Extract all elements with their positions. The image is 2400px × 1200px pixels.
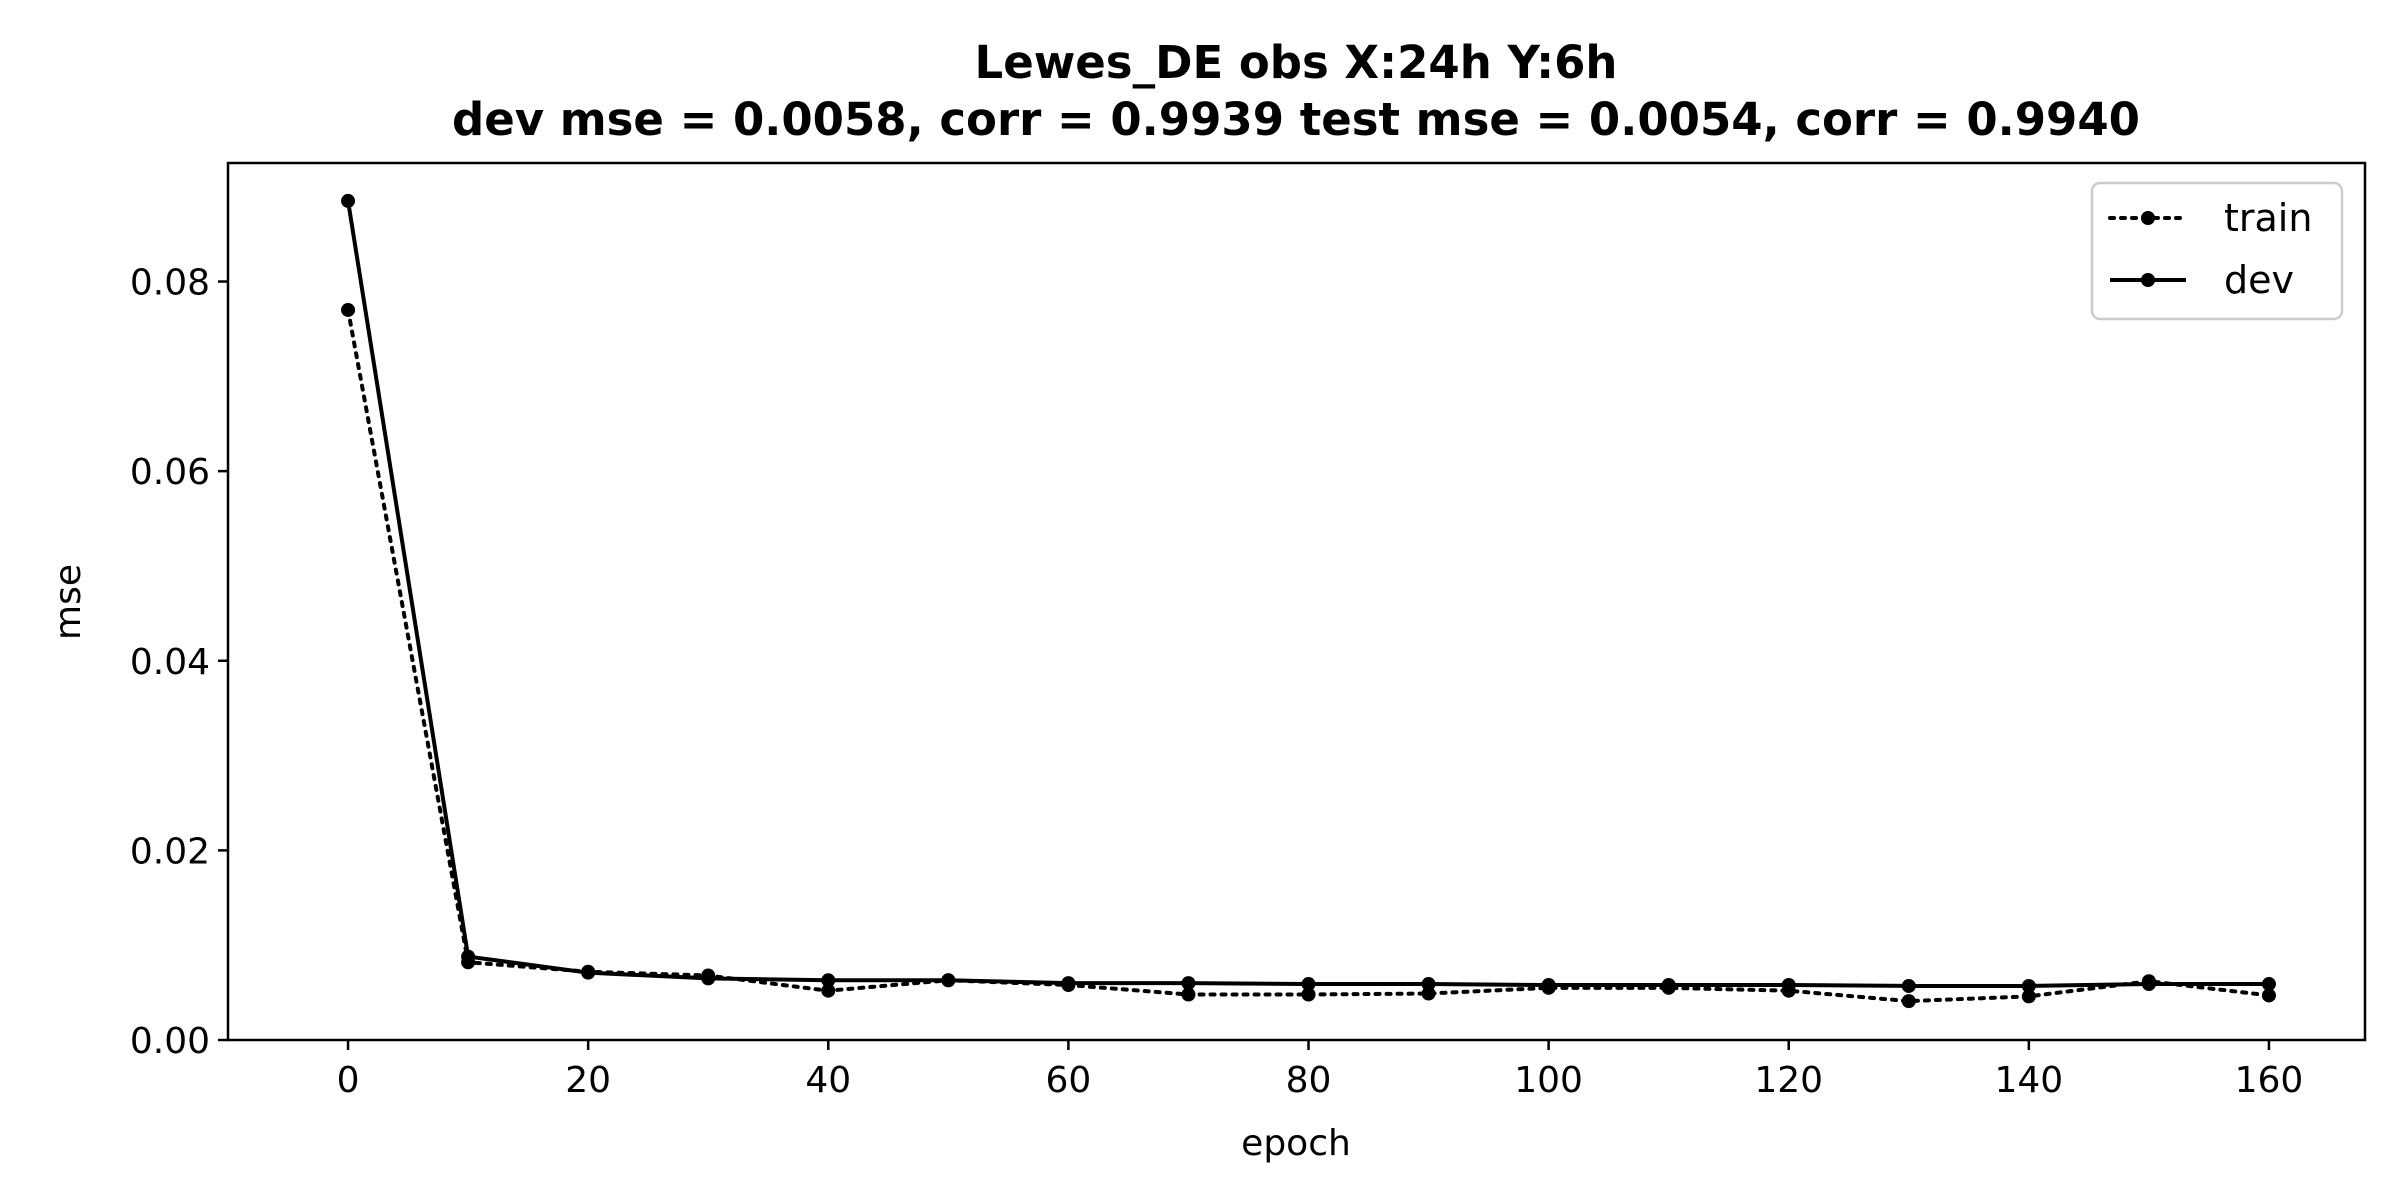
- data-point-dev: [1421, 977, 1436, 992]
- plot-frame: [226, 161, 2367, 1042]
- data-point-dev: [341, 193, 356, 208]
- legend: train dev: [2090, 181, 2344, 321]
- x-tick-label: 140: [1994, 1060, 2063, 1101]
- data-point-dev: [1781, 978, 1796, 993]
- x-tick-label: 40: [805, 1060, 851, 1101]
- plot-area: [228, 163, 2365, 1040]
- y-tick-label: 0.04: [130, 642, 210, 683]
- x-tick-label: 120: [1754, 1060, 1823, 1101]
- data-point-dev: [2021, 978, 2036, 993]
- data-point-train: [2261, 988, 2276, 1003]
- data-point-dev: [1901, 978, 1916, 993]
- data-point-train: [2021, 989, 2036, 1004]
- data-point-train: [1901, 994, 1916, 1009]
- y-tick-label: 0.08: [130, 263, 210, 304]
- legend-marker-train: [2141, 211, 2155, 225]
- data-point-dev: [1061, 976, 1076, 991]
- x-tick-label: 80: [1286, 1060, 1332, 1101]
- y-tick-label: 0.02: [130, 831, 210, 872]
- y-tick-label: 0.06: [130, 452, 210, 493]
- data-point-train: [1181, 987, 1196, 1002]
- x-tick-label: 60: [1045, 1060, 1091, 1101]
- series-layer: [341, 193, 2276, 1009]
- data-point-train: [1301, 987, 1316, 1002]
- data-point-dev: [2261, 977, 2276, 992]
- data-point-dev: [2141, 977, 2156, 992]
- legend-marker-dev: [2141, 273, 2155, 287]
- data-point-train: [821, 983, 836, 998]
- data-point-dev: [1661, 978, 1676, 993]
- legend-label-dev: dev: [2224, 258, 2294, 302]
- data-point-dev: [1301, 977, 1316, 992]
- y-axis-label: mse: [48, 564, 89, 640]
- y-axis: 0.00 0.02 0.04 0.06 0.08: [130, 263, 228, 1062]
- chart-subtitle: dev mse = 0.0058, corr = 0.9939 test mse…: [452, 93, 2140, 146]
- data-point-train: [341, 302, 356, 317]
- data-point-dev: [701, 971, 716, 986]
- x-tick-label: 100: [1514, 1060, 1583, 1101]
- x-axis: 0 20 40 60 80 100 120 140 160: [337, 1040, 2304, 1101]
- x-axis-label: epoch: [1241, 1123, 1351, 1164]
- chart-title: Lewes_DE obs X:24h Y:6h: [975, 36, 1618, 89]
- y-tick-label: 0.00: [130, 1021, 210, 1062]
- data-point-dev: [461, 949, 476, 964]
- x-tick-label: 20: [565, 1060, 611, 1101]
- data-point-dev: [581, 965, 596, 980]
- x-tick-label: 160: [2235, 1060, 2304, 1101]
- legend-label-train: train: [2224, 196, 2312, 240]
- data-point-dev: [821, 973, 836, 988]
- data-point-dev: [1181, 976, 1196, 991]
- data-point-dev: [1541, 978, 1556, 993]
- x-tick-label: 0: [337, 1060, 360, 1101]
- data-point-dev: [941, 973, 956, 988]
